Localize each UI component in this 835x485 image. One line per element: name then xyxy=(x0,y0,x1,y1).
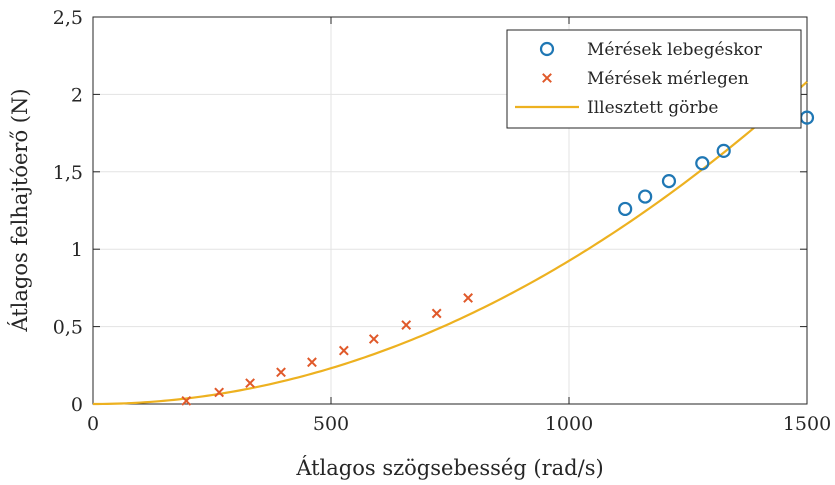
legend-entry-label: Mérések mérlegen xyxy=(587,69,749,89)
y-tick-label: 2 xyxy=(71,84,83,106)
y-tick-label: 1 xyxy=(71,239,83,261)
y-tick-label: 0,5 xyxy=(53,317,83,339)
legend-entry-label: Illesztett görbe xyxy=(587,98,718,118)
x-tick-label: 1500 xyxy=(783,413,831,435)
x-tick-label: 1000 xyxy=(545,413,593,435)
y-tick-label: 2,5 xyxy=(53,7,83,29)
x-axis-label: Átlagos szögsebesség (rad/s) xyxy=(295,456,603,480)
legend: Mérések lebegéskor Mérések mérlegen Illesz… xyxy=(507,30,801,128)
legend-entry-label: Mérések lebegéskor xyxy=(587,40,763,60)
y-tick-label: 0 xyxy=(71,394,83,416)
x-tick-label: 0 xyxy=(87,413,99,435)
y-axis-label: Átlagos felhajtóerő (N) xyxy=(8,88,32,332)
x-tick-label: 500 xyxy=(313,413,349,435)
y-tick-label: 1,5 xyxy=(53,162,83,184)
